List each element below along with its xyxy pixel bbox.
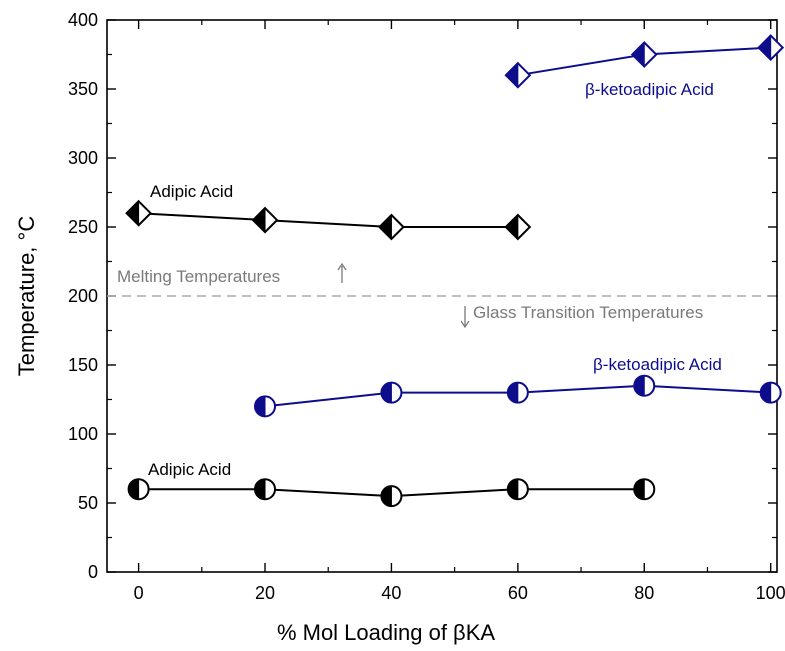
- x-tick-label: 80: [634, 583, 654, 603]
- series-label: Adipic Acid: [150, 182, 233, 201]
- y-axis-label: Temperature, °C: [14, 216, 39, 377]
- data-point-circle-fill: [507, 382, 519, 404]
- data-point-circle-fill: [128, 478, 140, 500]
- data-point-circle-fill: [380, 485, 392, 507]
- y-tick-label: 0: [88, 562, 98, 582]
- up-arrow-icon-head: [337, 262, 347, 271]
- axes: 0 20 40 60 80 100 0 50 100 150 200 250 300 350 400: [68, 10, 785, 603]
- y-tick-label: 100: [68, 424, 98, 444]
- data-point-circle-fill: [633, 375, 645, 397]
- y-tick-label: 400: [68, 10, 98, 30]
- glass-region-label: Glass Transition Temperatures: [473, 303, 703, 322]
- data-point-diamond-fill: [631, 41, 645, 68]
- data-point-diamond-fill: [378, 213, 392, 241]
- data-point-circle-fill: [380, 382, 392, 404]
- y-tick-label: 150: [68, 355, 98, 375]
- y-tick-label: 300: [68, 148, 98, 168]
- divider-layer: Melting Temperatures Glass Transition Tem…: [107, 262, 777, 329]
- data-point-circle-fill: [507, 478, 519, 500]
- x-tick-label: 20: [255, 583, 275, 603]
- x-axis-label: % Mol Loading of βKA: [277, 620, 495, 645]
- data-point-circle-fill: [633, 478, 645, 500]
- series-label: β-ketoadipic Acid: [593, 355, 722, 374]
- series-layer: [125, 34, 785, 508]
- data-point-diamond-fill: [252, 206, 266, 234]
- data-point-diamond-fill: [125, 199, 140, 227]
- y-tick-label: 200: [68, 286, 98, 306]
- series-label: Adipic Acid: [148, 460, 231, 479]
- x-tick-label: 0: [134, 583, 144, 603]
- data-point-circle-fill: [254, 395, 266, 417]
- melting-region-label: Melting Temperatures: [117, 267, 280, 286]
- x-tick-label: 100: [756, 583, 785, 603]
- series-label: β-ketoadipic Acid: [585, 80, 714, 99]
- y-tick-label: 250: [68, 217, 98, 237]
- x-tick-label: 40: [381, 583, 401, 603]
- x-tick-label: 60: [508, 583, 528, 603]
- labels-layer: β-ketoadipic Acid Adipic Acid β-ketoadipic…: [148, 80, 722, 479]
- y-tick-label: 50: [78, 493, 98, 513]
- data-point-diamond-fill: [505, 61, 519, 89]
- data-point-circle-fill: [254, 478, 266, 500]
- data-point-diamond-fill: [757, 34, 772, 61]
- y-tick-label: 350: [68, 79, 98, 99]
- down-arrow-icon-head: [460, 320, 470, 329]
- data-point-diamond-fill: [505, 213, 519, 241]
- data-point-circle-fill: [760, 382, 772, 404]
- series-line: [138, 212, 518, 228]
